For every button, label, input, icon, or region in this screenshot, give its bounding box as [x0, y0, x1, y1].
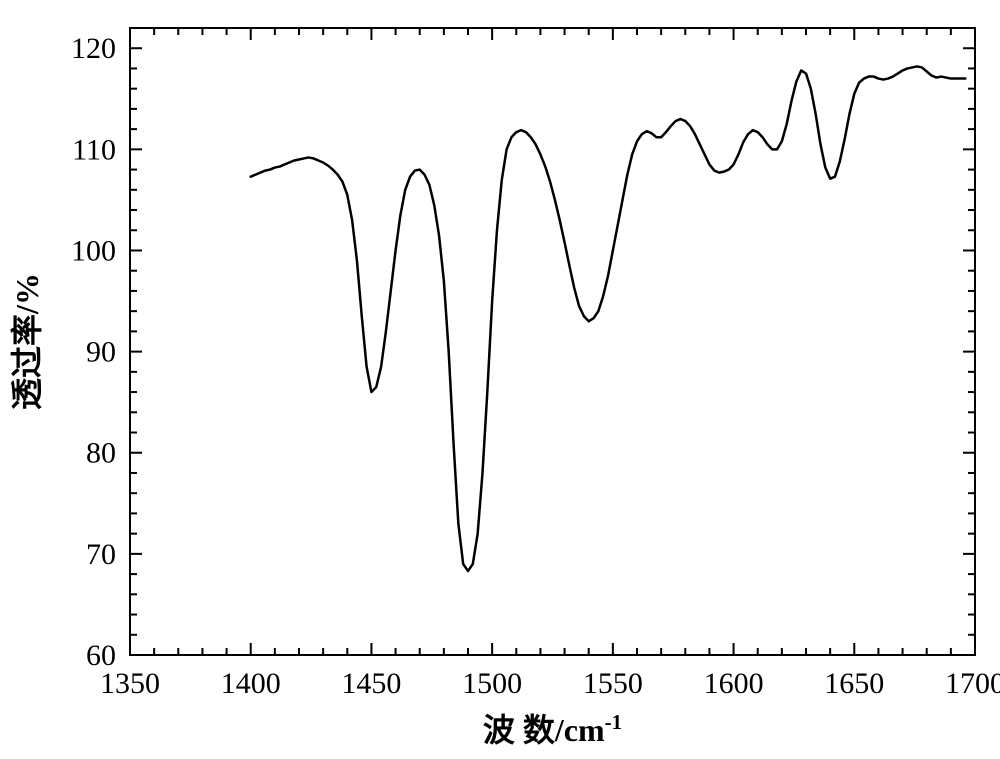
spectrum-line: [251, 66, 966, 571]
ir-spectrum-chart: 1350140014501500155016001650170060708090…: [0, 0, 1000, 759]
y-tick-label: 60: [86, 639, 116, 672]
x-tick-label: 1650: [824, 667, 884, 700]
y-tick-label: 120: [71, 32, 116, 65]
x-axis-title: 波 数/cm-1: [483, 710, 622, 748]
x-tick-label: 1600: [704, 667, 764, 700]
y-tick-label: 110: [72, 133, 116, 166]
y-tick-label: 90: [86, 336, 116, 369]
x-tick-label: 1400: [221, 667, 281, 700]
y-tick-label: 70: [86, 538, 116, 571]
chart-svg: 1350140014501500155016001650170060708090…: [0, 0, 1000, 759]
x-tick-label: 1700: [945, 667, 1000, 700]
x-tick-label: 1450: [341, 667, 401, 700]
y-tick-label: 100: [71, 234, 116, 267]
x-tick-label: 1550: [583, 667, 643, 700]
y-axis-title: 透过率/%: [9, 273, 45, 410]
x-tick-label: 1500: [462, 667, 522, 700]
y-tick-label: 80: [86, 437, 116, 470]
